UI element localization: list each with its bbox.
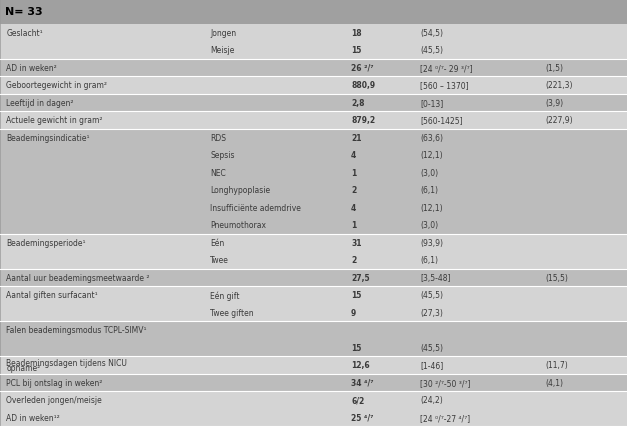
Text: 31: 31	[351, 238, 362, 247]
Text: (6,1): (6,1)	[420, 186, 438, 195]
Bar	[0, 374, 627, 391]
Text: (63,6): (63,6)	[420, 134, 443, 143]
Text: (45,5): (45,5)	[420, 291, 443, 299]
Text: [560-1425]: [560-1425]	[420, 116, 463, 125]
Text: Geboortegewicht in gram²: Geboortegewicht in gram²	[6, 81, 107, 90]
Text: 15: 15	[351, 343, 362, 352]
Text: (93,9): (93,9)	[420, 238, 443, 247]
Text: 27,5: 27,5	[351, 273, 370, 282]
Text: Aantal uur beademingsmeetwaarde ²: Aantal uur beademingsmeetwaarde ²	[6, 273, 150, 282]
Text: (3,0): (3,0)	[420, 221, 438, 230]
Text: AD in weken¹²: AD in weken¹²	[6, 413, 60, 422]
Text: 26 ²/⁷: 26 ²/⁷	[351, 64, 374, 73]
Text: Eén gift: Eén gift	[210, 291, 240, 300]
Text: Twee: Twee	[210, 256, 229, 265]
Text: (15,5): (15,5)	[545, 273, 568, 282]
Text: N= 33: N= 33	[5, 7, 43, 17]
Text: opname²: opname²	[6, 363, 41, 372]
Text: (27,3): (27,3)	[420, 308, 443, 317]
Text: (221,3): (221,3)	[545, 81, 573, 90]
Text: 880,9: 880,9	[351, 81, 375, 90]
Bar	[0, 391, 627, 426]
Bar	[0, 95, 627, 112]
Text: (24,2): (24,2)	[420, 395, 443, 404]
Bar	[0, 112, 627, 130]
Text: 18: 18	[351, 29, 362, 38]
Text: [24 ⁰/⁷-27 ⁴/⁷]: [24 ⁰/⁷-27 ⁴/⁷]	[420, 413, 470, 422]
Text: 2,8: 2,8	[351, 99, 365, 108]
Text: (6,1): (6,1)	[420, 256, 438, 265]
Bar	[0, 321, 627, 356]
Text: Eén: Eén	[210, 238, 224, 247]
Text: 2: 2	[351, 256, 356, 265]
Text: Beademingsperiode¹: Beademingsperiode¹	[6, 238, 86, 247]
Text: 1: 1	[351, 169, 356, 178]
Text: 34 ⁴/⁷: 34 ⁴/⁷	[351, 378, 374, 387]
Text: (1,5): (1,5)	[545, 64, 564, 73]
Text: Pneumothorax: Pneumothorax	[210, 221, 266, 230]
Text: PCL bij ontslag in weken²: PCL bij ontslag in weken²	[6, 378, 103, 387]
Text: (11,7): (11,7)	[545, 360, 568, 369]
Text: Jongen: Jongen	[210, 29, 236, 38]
Text: (3,0): (3,0)	[420, 169, 438, 178]
Text: (12,1): (12,1)	[420, 204, 443, 213]
Bar	[0, 60, 627, 77]
Text: AD in weken²: AD in weken²	[6, 64, 57, 73]
Text: Falen beademingsmodus TCPL-SIMV¹: Falen beademingsmodus TCPL-SIMV¹	[6, 325, 147, 334]
Text: [3,5-48]: [3,5-48]	[420, 273, 451, 282]
Text: [0-13]: [0-13]	[420, 99, 443, 108]
Text: (54,5): (54,5)	[420, 29, 443, 38]
Text: (45,5): (45,5)	[420, 343, 443, 352]
Text: 1: 1	[351, 221, 356, 230]
Text: Beademingsdagen tijdens NICU: Beademingsdagen tijdens NICU	[6, 358, 127, 367]
Text: Aantal giften surfacant¹: Aantal giften surfacant¹	[6, 291, 98, 299]
Bar	[0, 286, 627, 321]
Text: [30 ²/⁷-50 ³/⁷]: [30 ²/⁷-50 ³/⁷]	[420, 378, 471, 387]
Text: NEC: NEC	[210, 169, 226, 178]
Text: Geslacht¹: Geslacht¹	[6, 29, 43, 38]
Text: [560 – 1370]: [560 – 1370]	[420, 81, 469, 90]
Text: Meisje: Meisje	[210, 46, 234, 55]
Text: Actuele gewicht in gram²: Actuele gewicht in gram²	[6, 116, 103, 125]
Text: RDS: RDS	[210, 134, 226, 143]
Text: Longhypoplasie: Longhypoplasie	[210, 186, 270, 195]
Text: (4,1): (4,1)	[545, 378, 564, 387]
Text: 9: 9	[351, 308, 356, 317]
Bar	[0, 77, 627, 95]
Text: 21: 21	[351, 134, 362, 143]
Text: (227,9): (227,9)	[545, 116, 573, 125]
Text: (45,5): (45,5)	[420, 46, 443, 55]
Text: 15: 15	[351, 46, 362, 55]
Text: Overleden jongen/meisje: Overleden jongen/meisje	[6, 395, 102, 404]
Text: [1-46]: [1-46]	[420, 360, 443, 369]
Bar	[0, 356, 627, 374]
Text: (3,9): (3,9)	[545, 99, 564, 108]
Text: [24 ⁰/⁷- 29 ³/⁷]: [24 ⁰/⁷- 29 ³/⁷]	[420, 64, 473, 73]
Bar	[0, 234, 627, 269]
Bar	[0, 25, 627, 60]
Bar	[0, 130, 627, 234]
Text: Sepsis: Sepsis	[210, 151, 234, 160]
Bar	[0, 269, 627, 286]
Text: 12,6: 12,6	[351, 360, 370, 369]
Text: 15: 15	[351, 291, 362, 299]
Text: (12,1): (12,1)	[420, 151, 443, 160]
Text: 6/2: 6/2	[351, 395, 364, 404]
Text: 2: 2	[351, 186, 356, 195]
Text: Leeftijd in dagen²: Leeftijd in dagen²	[6, 99, 74, 108]
Text: Insufficiënte ademdrive: Insufficiënte ademdrive	[210, 204, 301, 213]
Text: 4: 4	[351, 204, 356, 213]
Text: 25 ⁴/⁷: 25 ⁴/⁷	[351, 413, 374, 422]
Text: 4: 4	[351, 151, 356, 160]
Text: Beademingsindicatie¹: Beademingsindicatie¹	[6, 134, 90, 143]
Bar	[0, 0, 627, 25]
Text: Twee giften: Twee giften	[210, 308, 254, 317]
Text: 879,2: 879,2	[351, 116, 375, 125]
